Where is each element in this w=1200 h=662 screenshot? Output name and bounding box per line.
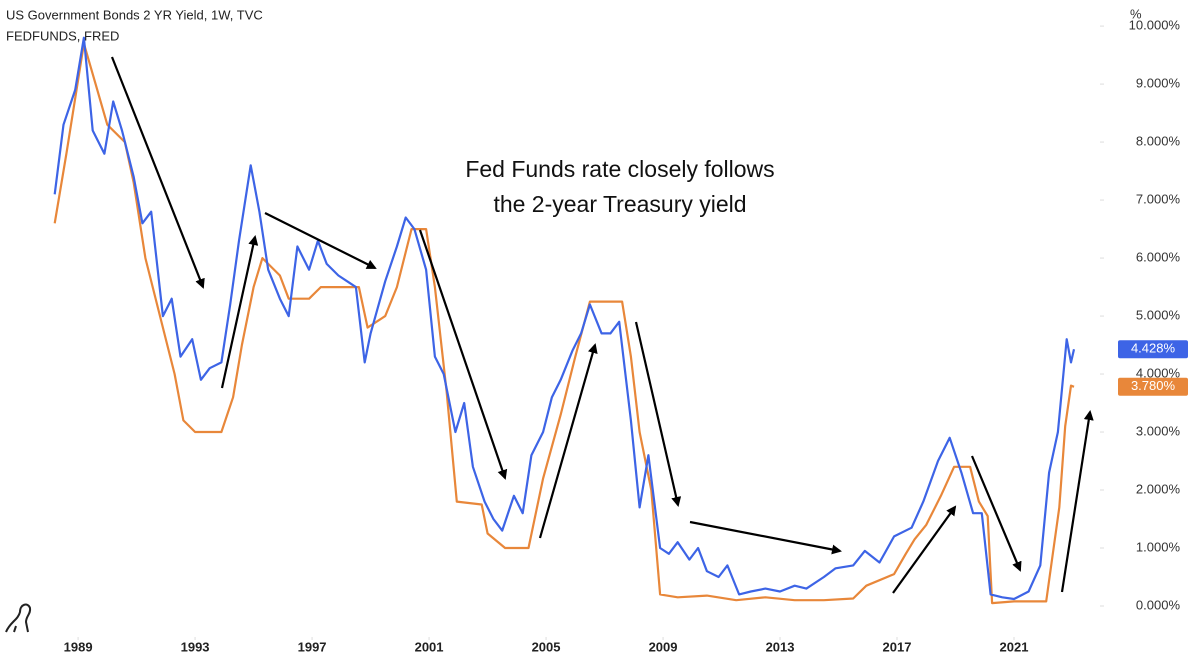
last-value-label: 3.780% bbox=[1131, 378, 1176, 393]
x-tick-label: 2009 bbox=[649, 639, 678, 654]
x-tick-label: 2005 bbox=[532, 639, 561, 654]
y-tick-label: 5.000% bbox=[1136, 307, 1181, 322]
plot bbox=[53, 36, 1076, 605]
arrow bbox=[264, 212, 377, 269]
y-tick-label: 10.000% bbox=[1129, 18, 1181, 33]
last-value-box bbox=[1118, 340, 1188, 359]
x-tick-label: 2017 bbox=[883, 639, 912, 654]
arrow bbox=[220, 235, 259, 389]
y-tick-label: 6.000% bbox=[1136, 249, 1181, 264]
x-tick-label: 2021 bbox=[1000, 639, 1029, 654]
y-tick-label: 4.000% bbox=[1136, 365, 1181, 380]
y-tick-label: 2.000% bbox=[1136, 481, 1181, 496]
y-tick-label: 8.000% bbox=[1136, 134, 1181, 149]
y-tick-label: 9.000% bbox=[1136, 76, 1181, 91]
series-line bbox=[53, 42, 1075, 605]
annotation: the 2-year Treasury yield bbox=[493, 191, 746, 217]
arrow bbox=[970, 455, 1022, 572]
y-axis-label: % bbox=[1130, 6, 1142, 21]
arrow bbox=[634, 321, 682, 507]
x-tick-label: 2001 bbox=[415, 639, 444, 654]
x-tick-label: 1989 bbox=[64, 639, 93, 654]
chart-subtitle: FEDFUNDS, FRED bbox=[6, 28, 119, 43]
x-tick-label: 1997 bbox=[298, 639, 327, 654]
x-tick-label: 2013 bbox=[766, 639, 795, 654]
series-line bbox=[53, 36, 1076, 601]
y-tick-label: 3.000% bbox=[1136, 423, 1181, 438]
chart-title: US Government Bonds 2 YR Yield, 1W, TVC bbox=[6, 7, 263, 22]
arrow bbox=[418, 229, 508, 480]
y-tick-label: 7.000% bbox=[1136, 192, 1181, 207]
logo-icon bbox=[5, 603, 32, 633]
arrows bbox=[110, 56, 1094, 594]
last-value-box bbox=[1118, 377, 1188, 396]
logo bbox=[5, 603, 32, 633]
y-tick-label: 0.000% bbox=[1136, 597, 1181, 612]
arrow bbox=[538, 343, 598, 539]
arrow bbox=[689, 520, 842, 555]
y-tick-label: 1.000% bbox=[1136, 539, 1181, 554]
arrow bbox=[892, 505, 957, 594]
last-value-label: 4.428% bbox=[1131, 341, 1176, 356]
annotation: Fed Funds rate closely follows bbox=[465, 156, 774, 182]
arrow bbox=[1060, 410, 1094, 593]
arrow bbox=[110, 56, 205, 289]
x-tick-label: 1993 bbox=[181, 639, 210, 654]
